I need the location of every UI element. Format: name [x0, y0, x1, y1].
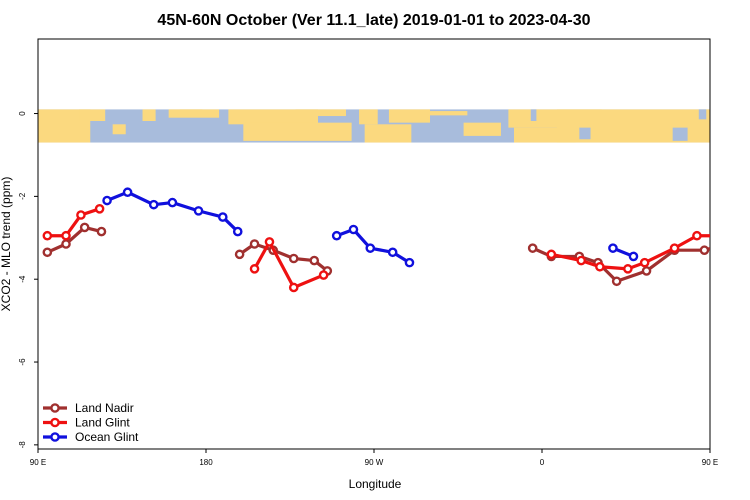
data-point	[387, 247, 398, 258]
legend-label: Ocean Glint	[75, 430, 139, 444]
y-axis: 0 -2 -4 -6 -8	[18, 111, 38, 449]
data-point	[79, 222, 90, 233]
x-tick-label: 90 E	[30, 458, 46, 467]
map-land-2	[112, 124, 126, 135]
data-point	[249, 264, 260, 274]
x-tick-label: 90 W	[365, 458, 384, 467]
data-point	[76, 210, 86, 220]
data-point	[365, 243, 376, 253]
x-tick-label: 90 E	[702, 458, 718, 467]
data-point	[96, 226, 107, 237]
data-point	[721, 232, 728, 239]
legend-label: Land Glint	[75, 416, 130, 430]
series-layer	[42, 187, 749, 293]
map-water-0	[530, 109, 537, 121]
y-tick-label: -2	[18, 192, 27, 200]
data-point	[669, 243, 680, 253]
data-point	[628, 251, 639, 262]
data-point	[692, 230, 702, 241]
series-line	[532, 246, 710, 283]
data-point	[217, 212, 228, 222]
data-point	[42, 230, 53, 241]
data-point	[623, 264, 633, 274]
data-point	[288, 282, 299, 293]
series-line	[46, 225, 102, 254]
data-point	[193, 206, 204, 216]
data-point	[611, 276, 622, 287]
map-land-3	[142, 109, 156, 121]
legend-marker	[50, 403, 60, 413]
data-point	[595, 261, 605, 272]
data-point	[608, 243, 618, 253]
data-point	[122, 187, 133, 198]
series-line	[253, 240, 325, 290]
y-tick-label: 0	[18, 111, 27, 116]
data-point	[641, 266, 652, 276]
x-tick-label: 0	[540, 458, 545, 467]
data-point	[309, 255, 320, 266]
map-land-9	[359, 109, 378, 125]
map-land-13	[463, 122, 501, 136]
series-line	[47, 207, 101, 238]
data-point	[404, 257, 415, 268]
data-point	[148, 199, 159, 210]
series-line	[551, 234, 710, 271]
data-point	[249, 239, 260, 249]
data-point	[167, 197, 178, 208]
data-point	[264, 237, 275, 247]
x-axis: 90 E 180 90 W 0 90 E	[30, 449, 718, 467]
data-point	[576, 255, 587, 266]
data-point	[102, 195, 112, 206]
map-land-7	[243, 122, 352, 141]
data-point	[742, 224, 749, 231]
series-land-glint	[42, 203, 749, 293]
map-land-10	[364, 124, 412, 143]
data-point	[639, 257, 650, 268]
map-water-3	[698, 109, 707, 120]
y-axis-label: XCO2 - MLO trend (ppm)	[0, 177, 13, 312]
y-tick-label: -6	[18, 358, 27, 366]
world-map-strip	[38, 109, 710, 143]
data-point	[742, 211, 749, 218]
data-point	[232, 226, 243, 237]
data-point	[546, 249, 557, 260]
chart-title: 45N-60N October (Ver 11.1_late) 2019-01-…	[157, 12, 590, 29]
map-water-1	[579, 127, 591, 140]
data-point	[61, 239, 71, 249]
series-ocean-glint	[102, 187, 639, 268]
data-point	[699, 245, 710, 256]
data-point	[42, 247, 53, 258]
data-point	[527, 243, 538, 253]
x-axis-label: Longitude	[349, 477, 402, 491]
data-point	[318, 270, 329, 280]
data-point	[61, 230, 71, 241]
plot-frame	[37, 38, 711, 450]
y-tick-label: -4	[18, 275, 27, 283]
data-point	[94, 203, 105, 214]
map-land-1	[79, 109, 106, 121]
legend-label: Land Nadir	[75, 401, 134, 415]
data-point	[348, 224, 359, 235]
data-point	[234, 249, 245, 260]
map-water-2	[672, 127, 688, 141]
data-point	[288, 253, 299, 264]
data-point	[721, 240, 728, 247]
legend-marker	[50, 417, 60, 428]
map-land-8	[295, 109, 346, 117]
data-point	[331, 230, 342, 241]
y-tick-label: -8	[18, 441, 27, 449]
legend-marker	[50, 432, 60, 442]
map-land-5	[168, 109, 220, 118]
map-land-11	[388, 109, 430, 123]
x-tick-label: 180	[199, 458, 213, 467]
map-land-12	[430, 111, 468, 116]
